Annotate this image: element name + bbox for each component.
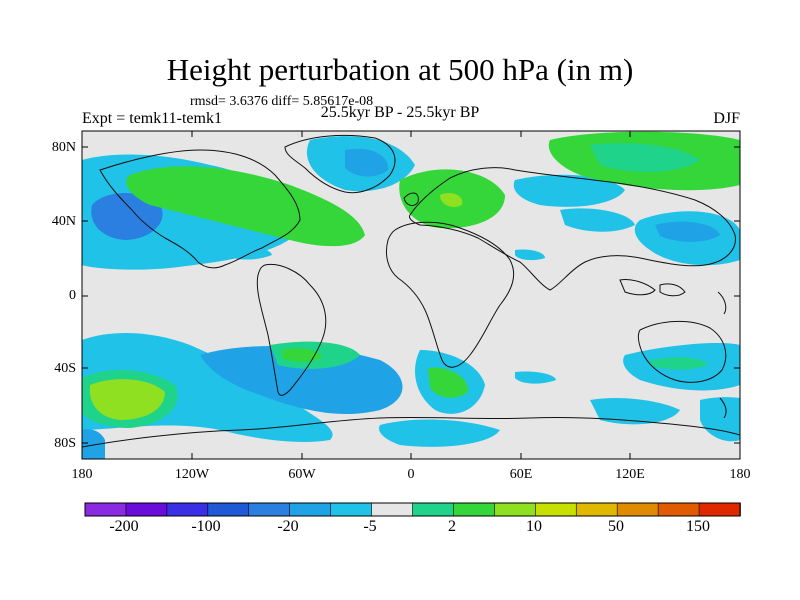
- british-isles-coast: [403, 192, 419, 206]
- experiment-label: Expt = temk11-temk1: [82, 110, 222, 127]
- green-region-namerica: [126, 166, 365, 247]
- season-label: DJF: [713, 110, 740, 127]
- colorbar-swatch: [166, 502, 209, 517]
- colorbar-label-8: 150: [686, 518, 710, 535]
- colorbar-swatch: [494, 502, 537, 517]
- blue-patch-atlantic: [225, 246, 272, 260]
- colorbar-swatch: [453, 502, 496, 517]
- green-core-satlantic: [428, 367, 469, 398]
- stats-line: rmsd= 3.6376 diff= 5.85617e-08: [190, 94, 374, 109]
- colorbar-swatch: [371, 502, 414, 517]
- colorbar-label-7: 50: [608, 518, 624, 535]
- colorbar-label-4: -5: [363, 518, 377, 535]
- blue-region-pacific-sector: [700, 397, 740, 442]
- blue-region-southern-ocean: [379, 419, 500, 447]
- lat-label-80s: 80S: [54, 436, 76, 451]
- blue-region-himalaya: [560, 208, 635, 232]
- antarctica-coast: [82, 416, 740, 448]
- blue-region-samerica: [200, 345, 403, 415]
- lat-label-80n: 80N: [51, 140, 76, 155]
- blue-core-wpac: [655, 221, 720, 242]
- blue-region-siberia: [513, 174, 625, 207]
- yellow-core-spac: [89, 379, 165, 420]
- greenland-coast: [284, 134, 396, 194]
- colorbar-swatch: [207, 502, 250, 517]
- lat-label-40s: 40S: [54, 361, 76, 376]
- colorbar-swatch: [125, 502, 168, 517]
- colorbar-frame: [84, 502, 741, 517]
- teal-region-arctic: [590, 143, 700, 172]
- indonesia-coast: [619, 279, 686, 297]
- colorbar-swatch: [575, 502, 618, 517]
- colorbar-label-5: 2: [448, 518, 456, 535]
- axis-ticks: [81, 131, 741, 459]
- lon-label-0: 0: [407, 467, 415, 482]
- lon-label-60w: 60W: [288, 467, 316, 482]
- lon-label-60e: 60E: [509, 467, 533, 482]
- teal-core-australia: [650, 357, 708, 370]
- colorbar: [84, 502, 741, 517]
- australia-coast: [637, 320, 727, 383]
- chart-title: Height perturbation at 500 hPa (in m): [166, 52, 634, 87]
- colorbar-label-1: -200: [109, 518, 139, 535]
- new-guinea-coast: [717, 291, 727, 315]
- lon-label-180e: 180: [729, 467, 751, 482]
- lon-label-180w: 180: [71, 467, 93, 482]
- colorbar-swatch: [330, 502, 373, 517]
- blue-core-greenland: [345, 148, 389, 177]
- blue-corner-sw: [82, 429, 105, 459]
- africa-coast: [385, 221, 515, 368]
- north-america-coast: [99, 149, 301, 269]
- blue-core-npac: [91, 192, 163, 240]
- colorbar-swatch: [84, 502, 127, 517]
- blue-patch-indian: [515, 371, 556, 384]
- field-layer: [82, 131, 740, 459]
- colorbar-swatch: [248, 502, 291, 517]
- colorbar-swatch: [698, 502, 741, 517]
- new-zealand-coast: [719, 397, 727, 419]
- yellow-core-europe: [440, 193, 463, 207]
- lat-label-40n: 40N: [51, 214, 76, 229]
- lat-label-eq: 0: [69, 288, 76, 303]
- eurasia-coast: [409, 167, 736, 291]
- coastlines: [82, 134, 740, 448]
- colorbar-label-2: -100: [191, 518, 221, 535]
- colorbar-swatch: [657, 502, 700, 517]
- colorbar-swatch: [535, 502, 578, 517]
- period-label: 25.5kyr BP - 25.5kyr BP: [320, 104, 480, 121]
- lon-label-120w: 120W: [174, 467, 210, 482]
- colorbar-swatch: [412, 502, 455, 517]
- colorbar-swatch: [289, 502, 332, 517]
- blue-patch-arabia: [515, 249, 545, 261]
- green-core-samerica: [282, 348, 322, 362]
- colorbar-swatch: [616, 502, 659, 517]
- lon-label-120e: 120E: [615, 467, 645, 482]
- colorbar-label-3: -20: [277, 518, 299, 535]
- south-america-coast: [256, 263, 327, 396]
- blue-region-indian-south: [590, 398, 680, 425]
- colorbar-label-6: 10: [526, 518, 542, 535]
